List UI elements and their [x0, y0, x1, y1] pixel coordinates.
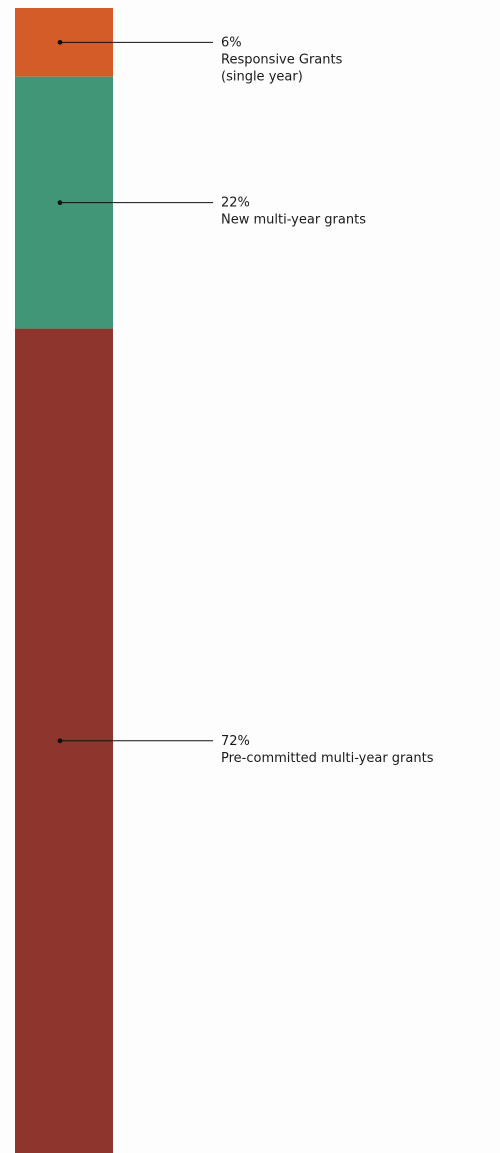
value-label-0: 6% [221, 35, 242, 50]
category-label-0-line-0: Responsive Grants [221, 52, 343, 67]
value-label-1: 22% [221, 196, 250, 211]
category-label-0-line-1: (single year) [221, 69, 303, 84]
value-label-2: 72% [221, 734, 250, 749]
category-label-1-line-0: New multi-year grants [221, 213, 366, 228]
category-label-2-line-0: Pre-committed multi-year grants [221, 751, 434, 766]
